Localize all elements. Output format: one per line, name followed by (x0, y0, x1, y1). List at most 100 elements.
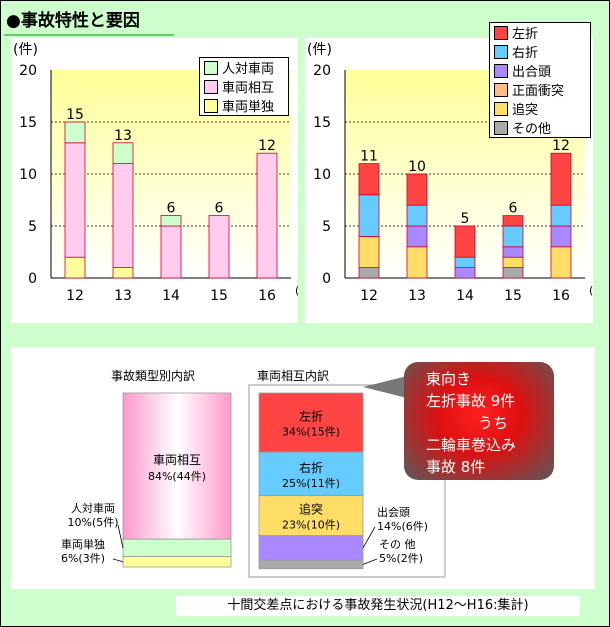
chart1-x-unit: (年) (295, 283, 298, 297)
left-leader-line (117, 524, 124, 548)
right-segment-name: 出会頭 (377, 505, 410, 519)
chart2-bar-segment (502, 256, 524, 268)
right-bar-segment (258, 451, 364, 497)
left-segment-name: 車両相互 (153, 453, 201, 467)
chart1-bar-segment (64, 256, 86, 279)
left-bar-segment (122, 392, 232, 540)
page-title: ●事故特性と要因 (6, 11, 140, 31)
chart1-panel: 0 5 10 15 20 (件) 12 15 13 13 14 6 15 6 16 12 (年) (11, 38, 315, 323)
chart2-total-label: 5 (461, 211, 470, 227)
chart2-x-unit: (年) (589, 283, 593, 297)
chart1-x-tick-label: 16 (258, 288, 276, 304)
chart1-total-label: 6 (215, 201, 224, 217)
right-leader-line (362, 526, 376, 549)
chart1-legend-label: 車両単独 (222, 100, 275, 115)
left-segment-name: 人対車両 (71, 501, 115, 515)
chart2-legend-item: 右折 (490, 42, 590, 61)
chart2-panel: 0 5 10 15 20 (件) 12 11 13 10 14 5 15 6 16 12 (年) (305, 38, 609, 323)
chart1-y-tick-label: 0 (28, 271, 37, 287)
callout-line-5: 事故 8件 (426, 458, 486, 476)
chart2-y-tick-label: 15 (313, 115, 331, 131)
right-bar-segment (258, 559, 364, 570)
title-underline (4, 34, 174, 36)
chart2-bar-segment (406, 225, 428, 248)
chart1-x-tick-label: 14 (162, 288, 180, 304)
chart1-y-tick-label: 5 (28, 219, 37, 235)
chart2-bar-segment (502, 267, 524, 279)
chart1-bar-segment (112, 163, 134, 268)
accident-type-chart: 0 5 10 15 20 (件) 12 15 13 13 14 6 15 6 16 12 (年) (13, 42, 315, 304)
chart1-total-label: 13 (114, 128, 132, 144)
chart1-legend-item: 人対車両 (200, 58, 288, 77)
chart2-bar-segment (454, 256, 476, 268)
chart1-y-tick-label: 20 (19, 63, 37, 79)
chart2-legend-label: 右折 (512, 46, 539, 61)
chart1-bar-segment (64, 142, 86, 258)
chart1-legend-swatch (204, 60, 218, 75)
chart2-y-tick-label: 0 (322, 271, 331, 287)
chart1-x-tick-label: 13 (114, 288, 132, 304)
chart2-bar-segment (550, 246, 572, 279)
right-bar-segment (258, 535, 364, 561)
right-segment-label: 14%(6件) (377, 520, 428, 533)
left-bar-segment (122, 556, 232, 568)
chart1-x-tick-label: 15 (210, 288, 228, 304)
left-bar-segment (122, 538, 232, 557)
chart1-bar-segment (112, 267, 134, 279)
right-segment-label: 23%(10件) (282, 519, 340, 532)
right-segment-label: 25%(11件) (282, 477, 340, 490)
chart2-legend-item: その他 (490, 118, 590, 137)
left-leader-line (112, 558, 124, 563)
chart2-total-label: 6 (509, 201, 518, 217)
chart1-y-tick-label: 10 (19, 167, 37, 183)
chart2-legend-item: 出合頭 (490, 61, 590, 80)
chart2-bar-segment (358, 194, 380, 237)
chart1-y-unit: (件) (13, 42, 38, 58)
callout-line-1: 東向き (426, 370, 472, 388)
callout-line-3: うち (478, 414, 509, 432)
chart2-legend-swatch (494, 63, 508, 78)
chart2-bar-segment (454, 267, 476, 279)
right-bar-segment (258, 392, 364, 453)
chart1-bar-segment (64, 121, 86, 144)
chart2-bar-segment (550, 204, 572, 227)
chart2-total-label: 10 (408, 159, 426, 175)
right-segment-name: 左折 (299, 409, 323, 424)
chart2-x-tick-label: 16 (552, 288, 570, 304)
chart1-bar-segment (160, 215, 182, 227)
chart1-legend-label: 人対車両 (222, 62, 275, 77)
chart2-bar-segment (550, 225, 572, 248)
chart2-y-tick-label: 5 (322, 219, 331, 235)
chart2-legend-swatch (494, 101, 508, 116)
right-leader-line (362, 558, 378, 565)
left-breakdown-title: 事故類型別内訳 (111, 368, 195, 383)
chart1-legend-item: 車両単独 (200, 96, 288, 115)
chart2-bar-segment (454, 225, 476, 258)
left-segment-label: 10%(5件) (67, 516, 118, 529)
chart2-x-tick-label: 15 (504, 288, 522, 304)
chart2-y-tick-label: 10 (313, 167, 331, 183)
right-bar-segment (258, 495, 364, 537)
chart2-bar-segment (358, 267, 380, 279)
chart2-legend-swatch (494, 82, 508, 97)
footer-caption: 十間交差点における事故発生状況(H12〜H16:集計) (176, 596, 580, 616)
chart2-legend-label: 出合頭 (512, 65, 552, 80)
chart2-x-tick-label: 12 (360, 288, 378, 304)
chart1-legend-swatch (204, 79, 218, 94)
chart2-total-label: 12 (552, 138, 570, 154)
chart1-legend-label: 車両相互 (222, 81, 275, 96)
chart2-legend-label: その他 (512, 122, 552, 137)
chart2-bar-segment (406, 173, 428, 206)
chart2-legend-item: 追突 (490, 99, 590, 118)
chart2-bar-segment (502, 225, 524, 248)
chart1-bar-segment (208, 215, 230, 279)
chart1-bar-segment (112, 142, 134, 165)
chart2-total-label: 11 (360, 149, 378, 165)
chart2-legend-item: 正面衝突 (490, 80, 590, 99)
chart2-bar-segment (358, 235, 380, 268)
left-segment-label: 84%(44件) (148, 470, 206, 483)
callout-box: 東向き 左折事故 9件 うち 二輪車巻込み 事故 8件 (404, 362, 554, 480)
chart2-bar-segment (406, 204, 428, 227)
right-segment-name: 追突 (299, 502, 323, 517)
